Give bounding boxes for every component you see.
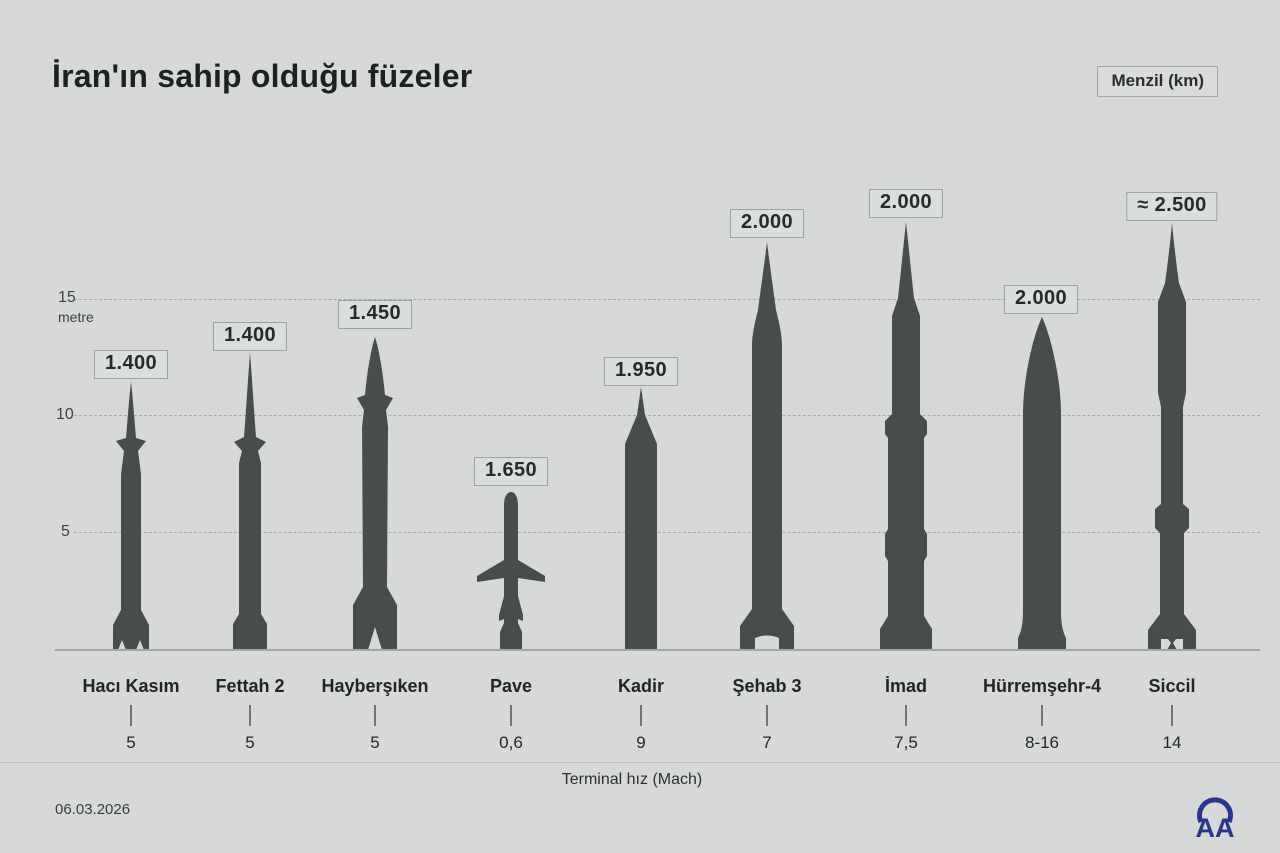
range-badge: ≈ 2.500	[1126, 192, 1218, 221]
missile-name: Fettah 2	[215, 676, 285, 696]
page-title: İran'ın sahip olduğu füzeler	[52, 58, 473, 94]
missile-name: Şehab 3	[732, 676, 802, 696]
missile-silhouette-hurremsehr-4	[1018, 317, 1066, 650]
anadolu-agency-logo: AA	[1196, 797, 1235, 843]
range-badge: 2.000	[868, 189, 944, 218]
name-tick	[766, 705, 768, 726]
axis-tick-15: 15	[58, 289, 76, 306]
range-badge: 1.650	[473, 457, 549, 486]
name-tick	[249, 705, 251, 726]
missile-name: Kadir	[617, 676, 665, 696]
date-label: 06.03.2026	[55, 801, 131, 818]
missile-name: Siccil	[1148, 676, 1196, 696]
mach-value: 7,5	[894, 733, 918, 752]
gridline-10m	[74, 415, 1260, 416]
axis-tick-10: 10	[56, 406, 74, 423]
missile-silhouette-haci-kasim	[113, 382, 149, 650]
range-badge: 2.000	[1003, 285, 1079, 314]
range-unit-badge: Menzil (km)	[1097, 66, 1218, 97]
missile-silhouette-siccil	[1148, 223, 1196, 650]
range-badge: 1.400	[212, 322, 288, 351]
range-badge: 1.400	[93, 350, 169, 379]
logo-monogram: AA	[1196, 813, 1235, 843]
missile-silhouette-kadir	[625, 387, 657, 650]
mach-value: 5	[126, 733, 136, 752]
gridline-15m	[74, 299, 1260, 300]
missile-name: Hayberşıken	[321, 676, 429, 696]
name-tick	[374, 705, 376, 726]
axis-unit-metre: metre	[58, 309, 94, 325]
baseline-axis	[55, 649, 1260, 651]
name-tick	[905, 705, 907, 726]
range-badge: 2.000	[729, 209, 805, 238]
axis-tick-5: 5	[61, 523, 70, 540]
mach-value: 7	[762, 733, 772, 752]
mach-value: 14	[1162, 733, 1182, 752]
missile-silhouette-haybersiken	[353, 337, 397, 650]
mach-value: 0,6	[499, 733, 523, 752]
name-tick	[1041, 705, 1043, 726]
mach-value: 5	[370, 733, 380, 752]
missile-silhouette-sehab-3	[740, 242, 794, 650]
missile-name: Hürremşehr-4	[982, 676, 1102, 696]
gridline-5m	[74, 532, 1260, 533]
missile-silhouette-imad	[880, 222, 932, 650]
range-badge: 1.450	[337, 300, 413, 329]
name-tick	[130, 705, 132, 726]
mach-value: 5	[245, 733, 255, 752]
name-tick	[1171, 705, 1173, 726]
missile-name: Pave	[489, 676, 533, 696]
footer-divider	[0, 762, 1280, 763]
mach-value: 8-16	[1024, 733, 1060, 752]
range-badge: 1.950	[603, 357, 679, 386]
name-tick	[510, 705, 512, 726]
mach-value: 9	[636, 733, 646, 752]
name-tick	[640, 705, 642, 726]
missile-name: Hacı Kasım	[82, 676, 180, 696]
missile-name: İmad	[884, 676, 928, 696]
missile-silhouette-pave	[477, 492, 545, 650]
missile-silhouette-fettah-2	[233, 353, 267, 650]
x-axis-title: Terminal hız (Mach)	[561, 771, 703, 788]
